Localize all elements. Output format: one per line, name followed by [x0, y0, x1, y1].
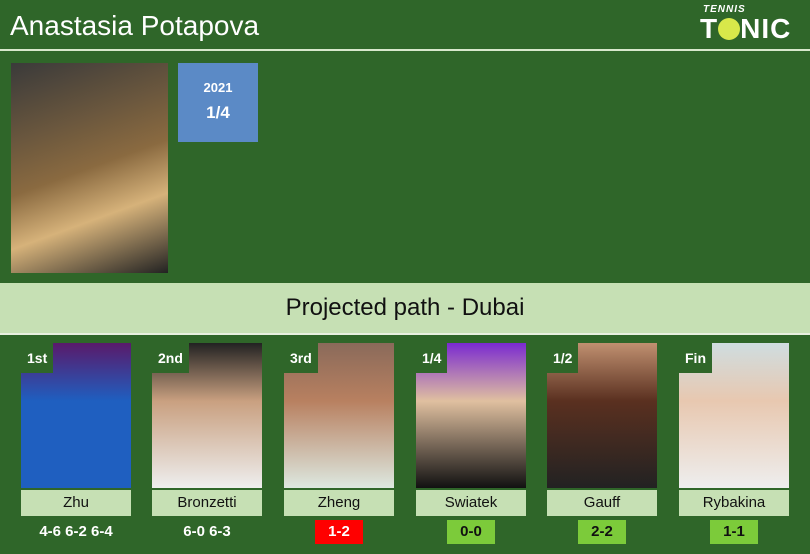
tennis-tonic-logo: TENNIS T NIC: [700, 4, 792, 44]
opponent-card: 1st Zhu 4-6 6-2 6-4: [21, 343, 131, 544]
opponent-name: Zhu: [21, 490, 131, 516]
opponent-photo: 1st: [21, 343, 131, 488]
tennis-ball-icon: [718, 18, 741, 40]
score: 2-2: [578, 520, 626, 544]
opponent-card: 2nd Bronzetti 6-0 6-3: [152, 343, 262, 544]
opponent-name: Gauff: [547, 490, 657, 516]
opponent-name: Bronzetti: [152, 490, 262, 516]
opponent-card: 3rd Zheng 1-2: [284, 343, 394, 544]
opponent-photo: 3rd: [284, 343, 394, 488]
round-label: 1st: [21, 343, 54, 373]
opponent-photo: 2nd: [152, 343, 262, 488]
opponent-name: Swiatek: [416, 490, 526, 516]
score: 4-6 6-2 6-4: [39, 523, 113, 540]
best-result-badge: 2021 1/4: [178, 63, 258, 142]
round-label: 1/2: [547, 343, 579, 373]
round-label: 3rd: [284, 343, 318, 373]
opponent-card: Fin Rybakina 1-1: [679, 343, 789, 544]
round-label: Fin: [679, 343, 712, 373]
header: Anastasia Potapova TENNIS T NIC 2021 1/4: [0, 0, 810, 283]
opponent-card: 1/4 Swiatek 0-0: [416, 343, 526, 544]
player-photo: [11, 63, 168, 273]
opponent-name: Rybakina: [679, 490, 789, 516]
score: 0-0: [447, 520, 495, 544]
path-panel: 1st Zhu 4-6 6-2 6-4 2nd Bronzetti 6-0 6-3…: [0, 335, 810, 554]
score: 1-1: [710, 520, 758, 544]
opponent-card: 1/2 Gauff 2-2: [547, 343, 657, 544]
opponent-name: Zheng: [284, 490, 394, 516]
opponent-photo: Fin: [679, 343, 789, 488]
score: 6-0 6-3: [183, 523, 231, 540]
round-label: 1/4: [416, 343, 448, 373]
divider: [0, 49, 810, 51]
round-label: 2nd: [152, 343, 189, 373]
opponent-photo: 1/4: [416, 343, 526, 488]
player-name: Anastasia Potapova: [10, 10, 260, 41]
opponent-photo: 1/2: [547, 343, 657, 488]
section-title: Projected path - Dubai: [0, 283, 810, 333]
score: 1-2: [315, 520, 363, 544]
